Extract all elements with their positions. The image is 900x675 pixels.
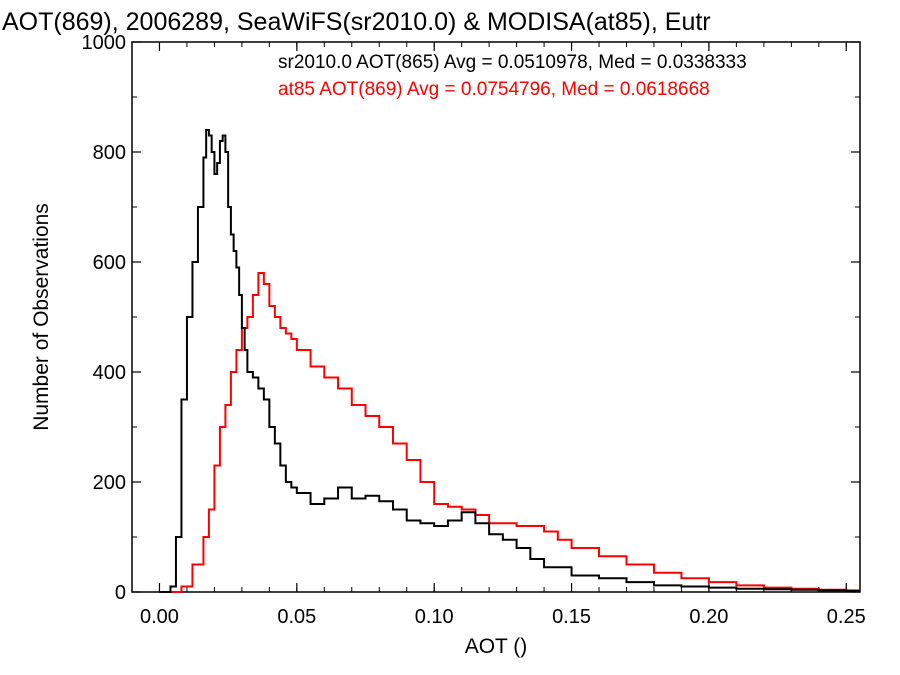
x-tick-label: 0.20 — [689, 606, 728, 628]
x-axis-label: AOT () — [465, 635, 528, 658]
annotation-at85: at85 AOT(869) Avg = 0.0754796, Med = 0.0… — [278, 79, 710, 100]
y-tick-label: 800 — [93, 142, 126, 164]
y-axis-label: Number of Observations — [30, 203, 53, 431]
series-at85-step-line — [159, 272, 860, 593]
y-tick-label: 400 — [93, 362, 126, 384]
x-tick-label: 0.05 — [277, 606, 316, 628]
x-tick-label: 0.15 — [552, 606, 591, 628]
y-tick-label: 0 — [115, 582, 126, 604]
x-tick-label: 0.00 — [140, 606, 179, 628]
chart-title: AOT(869), 2006289, SeaWiFS(sr2010.0) & M… — [2, 8, 711, 36]
x-axis-ticks: 0.00 0.05 0.10 0.15 0.20 0.25 — [140, 42, 866, 628]
x-tick-label: 0.10 — [415, 606, 454, 628]
y-tick-label: 600 — [93, 252, 126, 274]
annotation-sr2010: sr2010.0 AOT(865) Avg = 0.0510978, Med =… — [278, 52, 747, 73]
y-tick-label: 1000 — [82, 32, 127, 54]
series-layer — [159, 129, 860, 593]
series-sr2010-step-line — [159, 129, 860, 593]
y-tick-label: 200 — [93, 472, 126, 494]
y-axis-ticks: 0 200 400 600 800 1000 — [82, 32, 860, 604]
x-tick-label: 0.25 — [827, 606, 866, 628]
